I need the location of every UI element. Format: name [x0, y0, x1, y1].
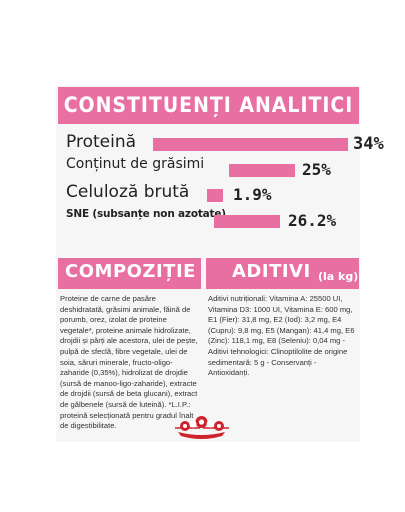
fat-bar	[229, 164, 295, 177]
aditivi-text: Aditivi nutriționali: Vitamina A: 25500 …	[208, 294, 355, 378]
analytic-banner: CONSTITUENȚI ANALITICI	[58, 87, 359, 124]
fat-value: 25%	[302, 160, 331, 179]
fiber-label: Celuloză brută	[66, 182, 190, 202]
aditivi-unit: (la kg)	[318, 270, 359, 283]
fiber-bar	[207, 189, 223, 202]
aditivi-title: ADITIVI	[232, 261, 311, 282]
fiber-value: 1.9%	[233, 185, 272, 204]
sne-label: SNE (subsanțe non azotate)	[66, 208, 226, 220]
fat-label: Conținut de grăsimi	[66, 156, 205, 172]
protein-bar	[153, 138, 348, 151]
aditivi-banner: ADITIVI (la kg)	[206, 258, 359, 289]
protein-value: 34%	[353, 134, 384, 154]
compozitie-title: COMPOZIȚIE	[65, 261, 196, 282]
royal-canin-crown-logo	[0, 412, 405, 444]
sne-value: 26.2%	[288, 211, 337, 230]
sne-bar	[214, 215, 280, 228]
compozitie-text: Proteine de carne de pasăre deshidratată…	[60, 294, 198, 431]
analytic-title: CONSTITUENȚI ANALITICI	[63, 93, 354, 117]
crown-icon	[175, 416, 229, 439]
protein-label: Proteină	[66, 132, 137, 152]
compozitie-banner: COMPOZIȚIE	[58, 258, 201, 289]
